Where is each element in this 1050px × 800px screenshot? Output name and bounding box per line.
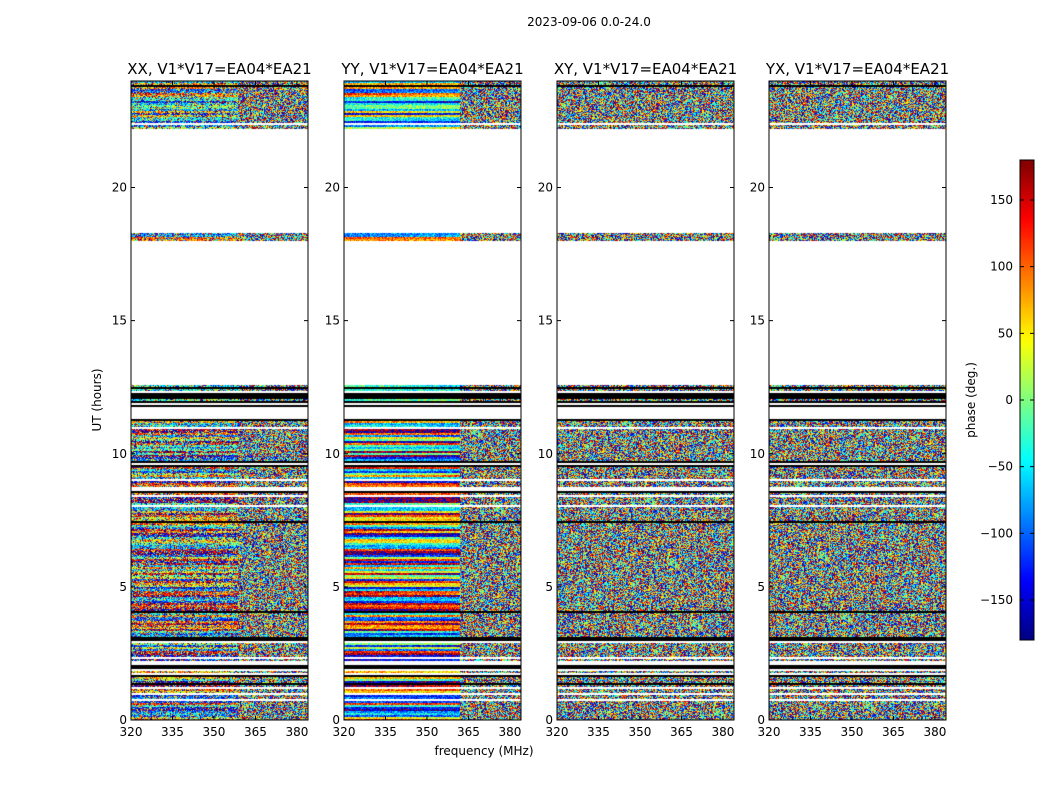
- colorbar-tick-label: −100: [980, 526, 1013, 540]
- panel-title: XY, V1*V17=EA04*EA21: [554, 60, 737, 78]
- x-tick-label: 320: [120, 725, 143, 739]
- y-tick-label: 0: [332, 713, 340, 727]
- x-tick-label: 350: [416, 725, 439, 739]
- colorbar-gradient: [1020, 160, 1034, 640]
- panel-frame: [343, 80, 522, 721]
- y-tick-label: 15: [750, 314, 765, 328]
- y-tick-label: 5: [332, 580, 340, 594]
- colorbar-tick-label: 150: [990, 193, 1013, 207]
- y-tick-label: 0: [119, 713, 127, 727]
- x-tick-label: 335: [587, 725, 610, 739]
- panel-title: XX, V1*V17=EA04*EA21: [127, 60, 311, 78]
- y-tick-label: 5: [545, 580, 553, 594]
- panel-heatmap-4: [769, 81, 946, 720]
- x-tick-label: 320: [546, 725, 569, 739]
- panel-heatmap-2: [344, 81, 521, 720]
- colorbar-label: phase (deg.): [964, 362, 978, 438]
- y-tick-label: 20: [538, 181, 553, 195]
- panel-frame: [130, 80, 309, 721]
- y-tick-label: 20: [112, 181, 127, 195]
- colorbar: −150 −100 −50 0 50 100 150 phase (deg.): [964, 159, 1035, 641]
- panel-4: YX, V1*V17=EA04*EA21 320 335 350 365 380 0 5 10 1…: [750, 60, 949, 739]
- x-tick-label: 335: [374, 725, 397, 739]
- y-tick-label: 5: [757, 580, 765, 594]
- colorbar-tick-label: 100: [990, 260, 1013, 274]
- y-tick-label: 15: [325, 314, 340, 328]
- x-tick-label: 320: [333, 725, 356, 739]
- y-tick-label: 5: [119, 580, 127, 594]
- y-axis-label: UT (hours): [90, 368, 104, 431]
- x-tick-label: 350: [841, 725, 864, 739]
- panel-heatmap-1: [131, 81, 308, 720]
- colorbar-tick-label: 0: [1005, 393, 1013, 407]
- y-tick-label: 10: [325, 447, 340, 461]
- y-tick-label: 15: [112, 314, 127, 328]
- y-tick-label: 10: [750, 447, 765, 461]
- x-tick-label: 365: [882, 725, 905, 739]
- panel-3: XY, V1*V17=EA04*EA21 320 335 350 365 380 0 5 10 1…: [538, 60, 737, 739]
- panel-1: XX, V1*V17=EA04*EA21 320 335 350 365 380 0 5 10 1…: [112, 60, 312, 739]
- y-tick-label: 20: [750, 181, 765, 195]
- x-tick-label: 380: [285, 725, 308, 739]
- y-tick-label: 10: [112, 447, 127, 461]
- x-tick-label: 365: [670, 725, 693, 739]
- y-tick-label: 10: [538, 447, 553, 461]
- y-tick-label: 0: [757, 713, 765, 727]
- colorbar-tick-label: −50: [988, 460, 1013, 474]
- panel-title: YY, V1*V17=EA04*EA21: [340, 60, 523, 78]
- x-axis-label: frequency (MHz): [434, 744, 533, 758]
- x-tick-label: 335: [161, 725, 184, 739]
- x-tick-label: 350: [629, 725, 652, 739]
- panel-2: YY, V1*V17=EA04*EA21 320 335 350 365 380 0 5 10 1…: [325, 60, 524, 739]
- y-tick-label: 20: [325, 181, 340, 195]
- x-tick-label: 365: [457, 725, 480, 739]
- x-tick-label: 320: [758, 725, 781, 739]
- x-tick-label: 380: [711, 725, 734, 739]
- y-tick-label: 0: [545, 713, 553, 727]
- panel-frame: [768, 80, 947, 721]
- x-tick-label: 335: [799, 725, 822, 739]
- panel-heatmap-3: [557, 81, 734, 720]
- panel-frame: [556, 80, 735, 721]
- panel-title: YX, V1*V17=EA04*EA21: [765, 60, 949, 78]
- x-tick-label: 380: [498, 725, 521, 739]
- x-tick-label: 350: [203, 725, 226, 739]
- figure-suptitle: 2023-09-06 0.0-24.0: [527, 15, 651, 29]
- x-tick-label: 380: [923, 725, 946, 739]
- colorbar-tick-label: 50: [998, 326, 1013, 340]
- y-tick-label: 15: [538, 314, 553, 328]
- x-tick-label: 365: [244, 725, 267, 739]
- colorbar-tick-label: −150: [980, 593, 1013, 607]
